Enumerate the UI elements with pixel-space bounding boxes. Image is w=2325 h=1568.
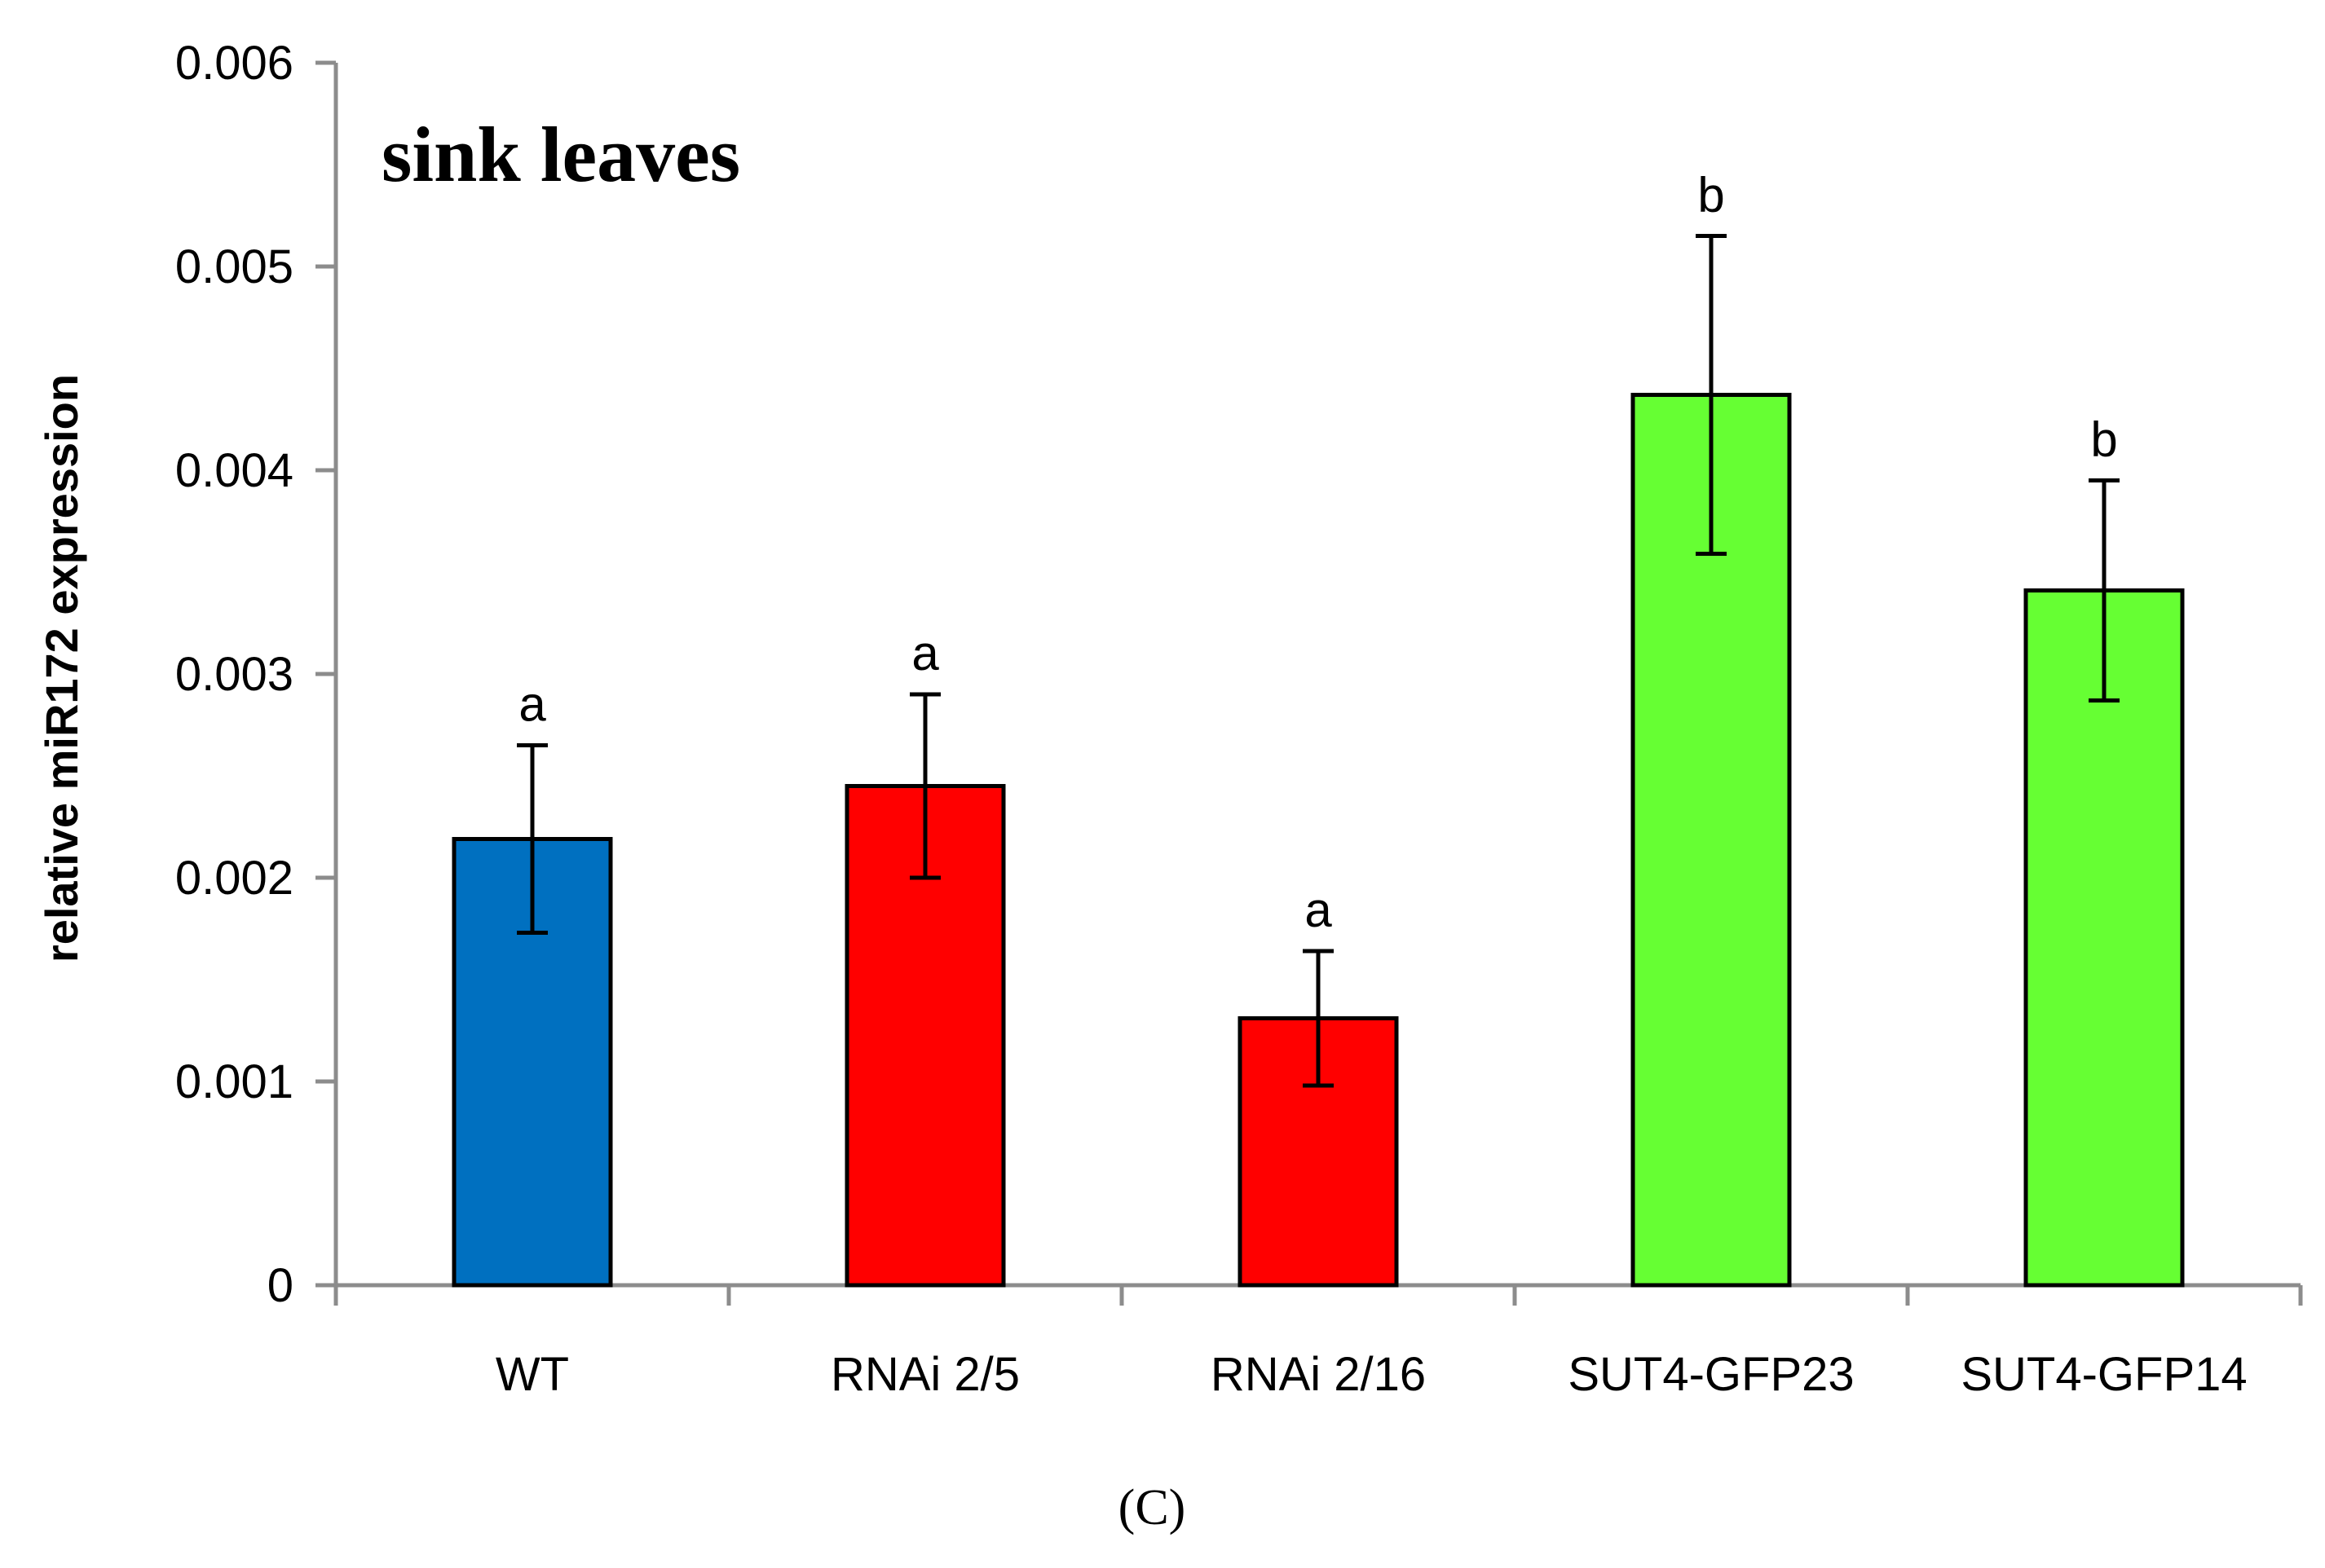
- y-axis-label: relative miR172 expression: [36, 374, 87, 962]
- significance-label: a: [518, 677, 546, 732]
- x-tick-label: WT: [496, 1348, 569, 1401]
- x-tick-label: RNAi 2/16: [1211, 1348, 1426, 1401]
- y-tick-label: 0.003: [175, 648, 293, 701]
- bars: [452, 393, 2185, 1288]
- y-tick-label: 0.001: [175, 1055, 293, 1108]
- significance-label: b: [2090, 412, 2117, 467]
- error-bars: [517, 234, 2120, 1088]
- y-tick-label: 0.004: [175, 444, 293, 497]
- y-tick-label: 0.005: [175, 240, 293, 293]
- significance-label: a: [911, 626, 939, 680]
- axes: [315, 60, 2303, 1306]
- panel-label: (C): [1118, 1480, 1186, 1535]
- bar: [2023, 588, 2185, 1288]
- significance-label: a: [1304, 883, 1332, 937]
- y-tick-label: 0.006: [175, 37, 293, 90]
- y-tick-label: 0: [267, 1259, 293, 1312]
- chart-title: sink leaves: [382, 111, 740, 198]
- x-tick-label: RNAi 2/5: [831, 1348, 1020, 1401]
- x-tick-label: SUT4-GFP23: [1568, 1348, 1854, 1401]
- labels: 0 0.001 0.002 0.003 0.004 0.005 0.006 a WT a RNAi …: [175, 37, 2248, 1401]
- y-tick-label: 0.002: [175, 852, 293, 905]
- x-tick-label: SUT4-GFP14: [1961, 1348, 2247, 1401]
- significance-label: b: [1697, 168, 1724, 222]
